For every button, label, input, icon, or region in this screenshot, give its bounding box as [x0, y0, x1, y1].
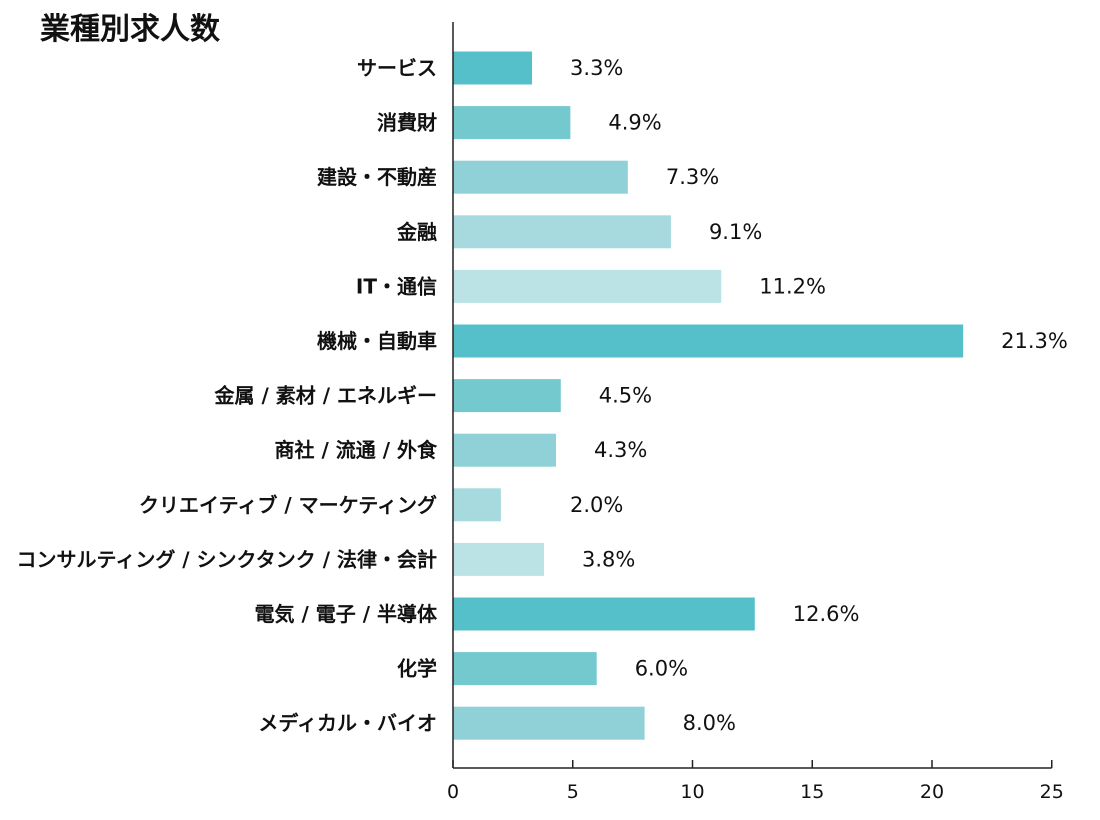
bar	[453, 215, 671, 249]
bars-layer: サービス 3.3% 消費財 4.9% 建設・不動産 7.3% 金融 9.1% IT・通信 11.2…	[17, 51, 1068, 740]
data-label: 9.1%	[709, 220, 762, 244]
category-label: 電気 / 電子 / 半導体	[255, 602, 438, 626]
data-label: 11.2%	[759, 274, 826, 298]
data-label: 12.6%	[793, 602, 860, 626]
category-label: クリエイティブ / マーケティング	[139, 493, 437, 517]
category-label: 金属 / 素材 / エネルギー	[214, 384, 437, 408]
bar	[453, 542, 545, 576]
category-label: メディカル・バイオ	[258, 711, 437, 735]
axis-layer: 0 5 10 15 20 25	[447, 22, 1064, 803]
bar	[453, 706, 645, 740]
data-label: 6.0%	[635, 657, 688, 681]
data-label: 4.9%	[608, 111, 661, 135]
category-label: 金融	[396, 220, 437, 244]
bar	[453, 433, 556, 467]
x-tick-label: 10	[680, 781, 704, 803]
x-tick-label: 15	[800, 781, 824, 803]
bar	[453, 106, 571, 140]
x-tick-label: 20	[920, 781, 944, 803]
bar	[453, 269, 722, 303]
data-label: 3.8%	[582, 547, 635, 571]
chart-title: 業種別求人数	[40, 12, 220, 47]
category-label: コンサルティング / シンクタンク / 法律・会計	[17, 547, 437, 571]
bar	[453, 379, 561, 413]
category-label: 消費財	[377, 111, 437, 135]
data-label: 7.3%	[666, 165, 719, 189]
data-label: 4.5%	[599, 384, 652, 408]
bar	[453, 324, 964, 358]
data-label: 4.3%	[594, 438, 647, 462]
x-tick-label: 5	[567, 781, 579, 803]
bar	[453, 652, 597, 686]
category-label: 建設・不動産	[317, 165, 437, 189]
data-label: 2.0%	[570, 493, 623, 517]
data-label: 3.3%	[570, 56, 623, 80]
bar	[453, 51, 533, 85]
category-label: 商社 / 流通 / 外食	[275, 438, 438, 462]
x-tick-label: 25	[1040, 781, 1064, 803]
data-label: 8.0%	[683, 711, 736, 735]
category-label: IT・通信	[356, 274, 437, 298]
bar	[453, 160, 628, 194]
bar	[453, 488, 501, 522]
data-label: 21.3%	[1001, 329, 1068, 353]
x-tick-label: 0	[447, 781, 459, 803]
category-label: 化学	[397, 657, 437, 681]
category-label: サービス	[357, 56, 437, 80]
bar	[453, 597, 755, 631]
category-label: 機械・自動車	[317, 329, 437, 353]
